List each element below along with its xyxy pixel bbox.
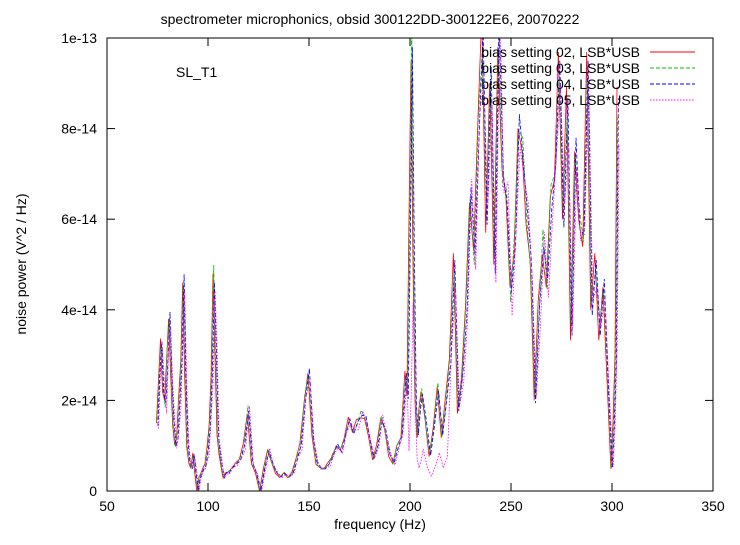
y-tick-label: 0 <box>89 483 97 499</box>
x-tick-label: 150 <box>297 498 321 514</box>
y-axis-label: noise power (V^2 / Hz) <box>13 193 29 334</box>
legend-label: bias setting 04, LSB*USB <box>481 76 640 92</box>
legend-label: bias setting 05, LSB*USB <box>481 92 640 108</box>
x-tick-label: 250 <box>499 498 523 514</box>
ticks-layer: 50 100 150 200 250 300 350 0 2e-14 4e-14 6e-14 8e-1… <box>61 30 725 514</box>
series-layer <box>156 38 620 491</box>
annotation-label: SL_T1 <box>176 64 217 80</box>
x-tick-label: 350 <box>701 498 725 514</box>
x-tick-label: 200 <box>398 498 422 514</box>
legend-label: bias setting 02, LSB*USB <box>481 44 640 60</box>
y-tick-label: 2e-14 <box>61 392 97 408</box>
x-tick-label: 50 <box>99 498 115 514</box>
y-tick-label: 6e-14 <box>61 211 97 227</box>
y-tick-label: 8e-14 <box>61 121 97 137</box>
x-tick-label: 100 <box>196 498 220 514</box>
chart-title: spectrometer microphonics, obsid 300122D… <box>161 11 580 27</box>
y-tick-label: 4e-14 <box>61 302 97 318</box>
y-tick-label: 1e-13 <box>61 30 97 46</box>
series-line <box>156 38 618 491</box>
x-axis-label: frequency (Hz) <box>334 516 426 532</box>
x-tick-label: 300 <box>600 498 624 514</box>
legend-label: bias setting 03, LSB*USB <box>481 60 640 76</box>
